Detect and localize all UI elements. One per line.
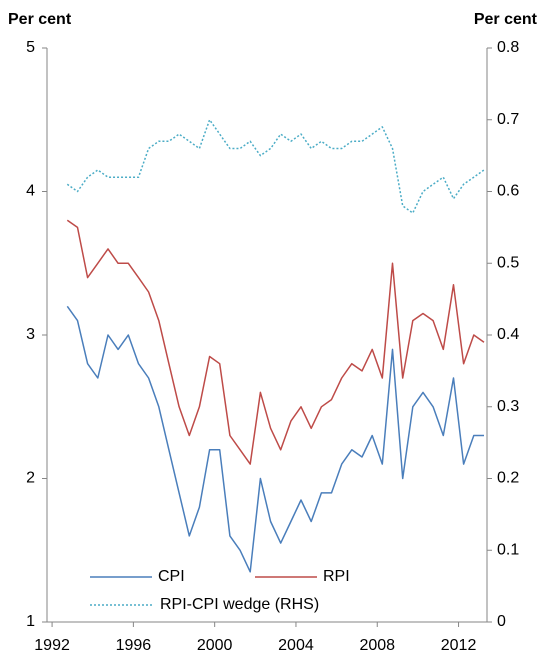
- legend-label: RPI-CPI wedge (RHS): [160, 596, 319, 613]
- y-tick-label: 4: [26, 183, 35, 200]
- y-tick-label: 1: [26, 613, 35, 630]
- y2-tick-label: 0: [497, 613, 506, 630]
- x-tick-label: 1992: [34, 637, 70, 654]
- y-tick-label: 2: [26, 470, 35, 487]
- y2-tick-label: 0.2: [497, 470, 519, 487]
- x-tick-label: 2008: [359, 637, 395, 654]
- y2-tick-label: 0.4: [497, 326, 519, 343]
- y2-tick-label: 0.5: [497, 254, 519, 271]
- y-axis-label: Per cent: [8, 11, 72, 28]
- x-tick-label: 2000: [197, 637, 233, 654]
- y2-tick-label: 0.3: [497, 398, 519, 415]
- x-tick-label: 2012: [441, 637, 477, 654]
- y2-tick-label: 0.6: [497, 183, 519, 200]
- legend-label: RPI: [323, 568, 350, 585]
- y2-tick-label: 0.1: [497, 541, 519, 558]
- series-line: [66, 119, 485, 214]
- y-tick-label: 5: [26, 39, 35, 56]
- y2-axis-label: Per cent: [474, 11, 538, 28]
- series-line: [66, 305, 484, 573]
- x-tick-label: 1996: [116, 637, 152, 654]
- x-tick-label: 2004: [278, 637, 314, 654]
- legend-label: CPI: [158, 568, 185, 585]
- series-line: [66, 219, 485, 465]
- y2-tick-label: 0.7: [497, 111, 519, 128]
- y-tick-label: 3: [26, 326, 35, 343]
- y2-tick-label: 0.8: [497, 39, 519, 56]
